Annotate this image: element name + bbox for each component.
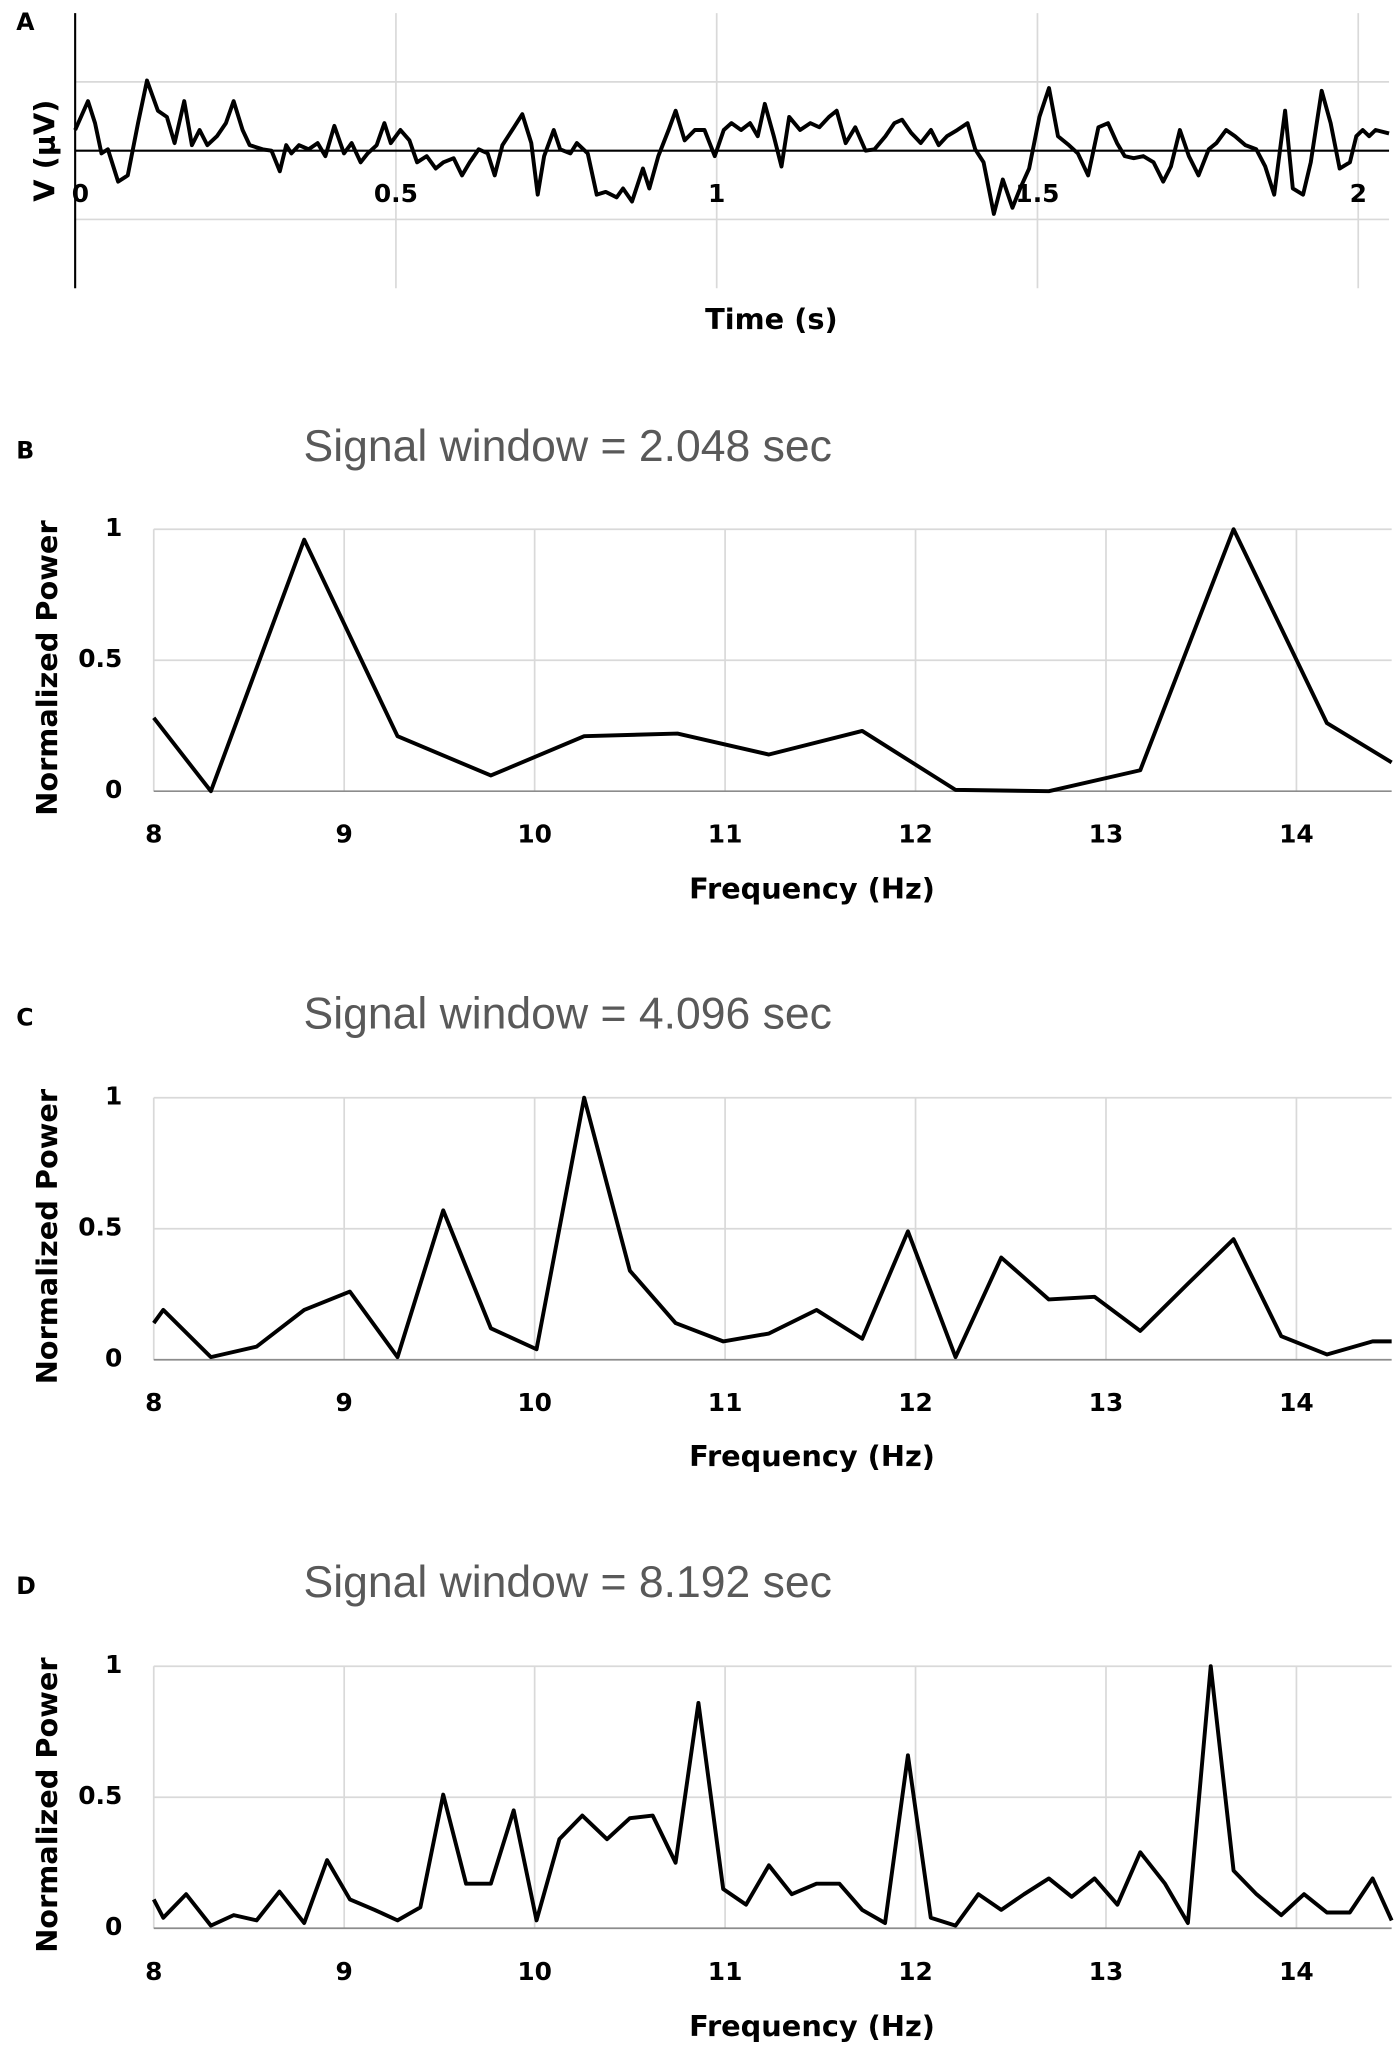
x-tick-label: 0.5 bbox=[374, 179, 418, 208]
x-axis-label: Frequency (Hz) bbox=[689, 872, 935, 906]
y-axis-label: Normalized Power bbox=[30, 1657, 64, 1953]
x-axis-label: Frequency (Hz) bbox=[689, 2009, 935, 2043]
y-tick-label: 1 bbox=[105, 513, 122, 542]
panel-label: C bbox=[16, 1004, 33, 1032]
chart-title: Signal window = 8.192 sec bbox=[304, 1558, 832, 1607]
x-tick-label: 14 bbox=[1279, 1957, 1314, 1986]
panel-label: A bbox=[16, 8, 35, 36]
y-tick-label: 0 bbox=[105, 1344, 122, 1373]
y-axis-label: V (µV) bbox=[27, 100, 61, 202]
panel-label: D bbox=[16, 1572, 36, 1600]
x-tick-label: 9 bbox=[336, 1957, 353, 1986]
x-tick-label: 1 bbox=[708, 179, 725, 208]
x-tick-label: 13 bbox=[1089, 1957, 1124, 1986]
y-axis-label: Normalized Power bbox=[30, 520, 64, 816]
x-tick-label: 14 bbox=[1279, 1388, 1314, 1417]
x-tick-label: 8 bbox=[145, 820, 162, 849]
panel-label: B bbox=[16, 436, 34, 464]
x-tick-label: 10 bbox=[517, 820, 552, 849]
x-axis-label: Time (s) bbox=[705, 302, 838, 336]
data-line bbox=[152, 1095, 1392, 1360]
x-tick-label: 12 bbox=[898, 820, 933, 849]
x-tick-label: 11 bbox=[708, 820, 743, 849]
chart-title: Signal window = 2.048 sec bbox=[304, 422, 832, 471]
y-tick-label: 0.5 bbox=[78, 644, 122, 673]
x-tick-label: 10 bbox=[517, 1957, 552, 1986]
data-line bbox=[152, 1664, 1394, 1928]
data-line bbox=[152, 527, 1393, 794]
y-tick-label: 0.5 bbox=[78, 1213, 122, 1242]
x-axis-label: Frequency (Hz) bbox=[689, 1439, 935, 1473]
y-tick-label: 0 bbox=[105, 1912, 122, 1941]
x-tick-label: 12 bbox=[898, 1388, 933, 1417]
y-axis-label: Normalized Power bbox=[30, 1088, 64, 1384]
x-tick-label: 11 bbox=[708, 1388, 743, 1417]
chart-title: Signal window = 4.096 sec bbox=[304, 989, 832, 1038]
x-tick-label: 8 bbox=[145, 1957, 162, 1986]
x-tick-label: 13 bbox=[1089, 820, 1124, 849]
y-tick-label: 1 bbox=[105, 1082, 122, 1111]
x-tick-label: 2 bbox=[1350, 179, 1367, 208]
x-tick-label: 10 bbox=[517, 1388, 552, 1417]
x-tick-label: 9 bbox=[336, 820, 353, 849]
y-tick-label: 1 bbox=[105, 1650, 122, 1679]
x-tick-label: 9 bbox=[336, 1388, 353, 1417]
x-tick-label: 11 bbox=[708, 1957, 743, 1986]
x-tick-label: 12 bbox=[898, 1957, 933, 1986]
x-tick-label: 13 bbox=[1089, 1388, 1124, 1417]
y-tick-label: 0.5 bbox=[78, 1781, 122, 1810]
y-tick-label: 0 bbox=[105, 775, 122, 804]
x-tick-label: 8 bbox=[145, 1388, 162, 1417]
data-line bbox=[73, 78, 1390, 216]
x-tick-label: 14 bbox=[1279, 820, 1314, 849]
